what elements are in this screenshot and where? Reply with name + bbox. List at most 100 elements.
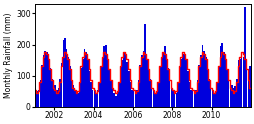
Bar — [35, 88, 36, 107]
Bar — [61, 63, 62, 107]
Bar — [193, 91, 194, 107]
Bar — [131, 90, 132, 107]
Bar — [92, 90, 93, 107]
Bar — [196, 80, 198, 107]
Bar — [165, 57, 167, 107]
Bar — [155, 91, 157, 107]
Bar — [41, 65, 42, 107]
Bar — [212, 93, 214, 107]
Bar — [43, 55, 44, 107]
Bar — [36, 91, 38, 107]
Bar — [170, 88, 171, 107]
Bar — [56, 90, 57, 107]
Bar — [243, 7, 245, 107]
Bar — [128, 71, 129, 107]
Bar — [142, 51, 144, 107]
Bar — [111, 88, 113, 107]
Bar — [162, 52, 163, 107]
Bar — [173, 94, 175, 107]
Bar — [77, 93, 78, 107]
Bar — [57, 88, 59, 107]
Bar — [78, 83, 80, 107]
Bar — [163, 46, 165, 107]
Bar — [124, 54, 126, 107]
Bar — [168, 80, 170, 107]
Bar — [121, 60, 122, 107]
Bar — [211, 90, 212, 107]
Bar — [106, 57, 108, 107]
Bar — [95, 93, 97, 107]
Bar — [230, 85, 232, 107]
Bar — [140, 55, 142, 107]
Bar — [67, 57, 69, 107]
Bar — [82, 59, 83, 107]
Bar — [119, 68, 121, 107]
Bar — [185, 60, 186, 107]
Bar — [225, 69, 227, 107]
Bar — [201, 45, 202, 107]
Bar — [97, 90, 98, 107]
Bar — [72, 85, 74, 107]
Bar — [129, 82, 131, 107]
Bar — [203, 51, 204, 107]
Bar — [80, 68, 82, 107]
Bar — [194, 90, 196, 107]
Bar — [172, 91, 173, 107]
Bar — [158, 66, 160, 107]
Bar — [240, 55, 242, 107]
Bar — [126, 62, 128, 107]
Bar — [224, 59, 225, 107]
Bar — [90, 82, 91, 107]
Bar — [216, 82, 217, 107]
Bar — [146, 59, 147, 107]
Bar — [233, 86, 235, 107]
Bar — [167, 68, 168, 107]
Bar — [157, 82, 158, 107]
Bar — [180, 59, 181, 107]
Bar — [64, 38, 65, 107]
Bar — [177, 83, 178, 107]
Bar — [39, 80, 41, 107]
Bar — [149, 79, 150, 107]
Bar — [191, 88, 193, 107]
Bar — [208, 79, 209, 107]
Bar — [83, 49, 85, 107]
Bar — [237, 60, 238, 107]
Bar — [214, 91, 215, 107]
Bar — [59, 79, 60, 107]
Bar — [150, 86, 152, 107]
Bar — [147, 69, 149, 107]
Bar — [160, 57, 162, 107]
Bar — [103, 46, 105, 107]
Bar — [54, 85, 56, 107]
Bar — [144, 24, 145, 107]
Bar — [118, 83, 119, 107]
Bar — [110, 80, 111, 107]
Bar — [87, 60, 88, 107]
Bar — [134, 91, 136, 107]
Bar — [220, 43, 222, 107]
Bar — [239, 59, 240, 107]
Bar — [232, 88, 233, 107]
Bar — [51, 79, 52, 107]
Bar — [105, 45, 106, 107]
Bar — [227, 80, 229, 107]
Bar — [108, 69, 109, 107]
Bar — [229, 88, 230, 107]
Bar — [49, 68, 51, 107]
Y-axis label: Monthly Rainfall (mm): Monthly Rainfall (mm) — [4, 13, 13, 98]
Bar — [183, 55, 184, 107]
Bar — [245, 68, 246, 107]
Bar — [66, 49, 67, 107]
Bar — [47, 58, 49, 107]
Bar — [69, 66, 70, 107]
Bar — [62, 40, 64, 107]
Bar — [198, 65, 199, 107]
Bar — [219, 46, 220, 107]
Bar — [189, 90, 191, 107]
Bar — [70, 77, 72, 107]
Bar — [139, 65, 140, 107]
Bar — [133, 88, 134, 107]
Bar — [199, 55, 201, 107]
Bar — [181, 54, 183, 107]
